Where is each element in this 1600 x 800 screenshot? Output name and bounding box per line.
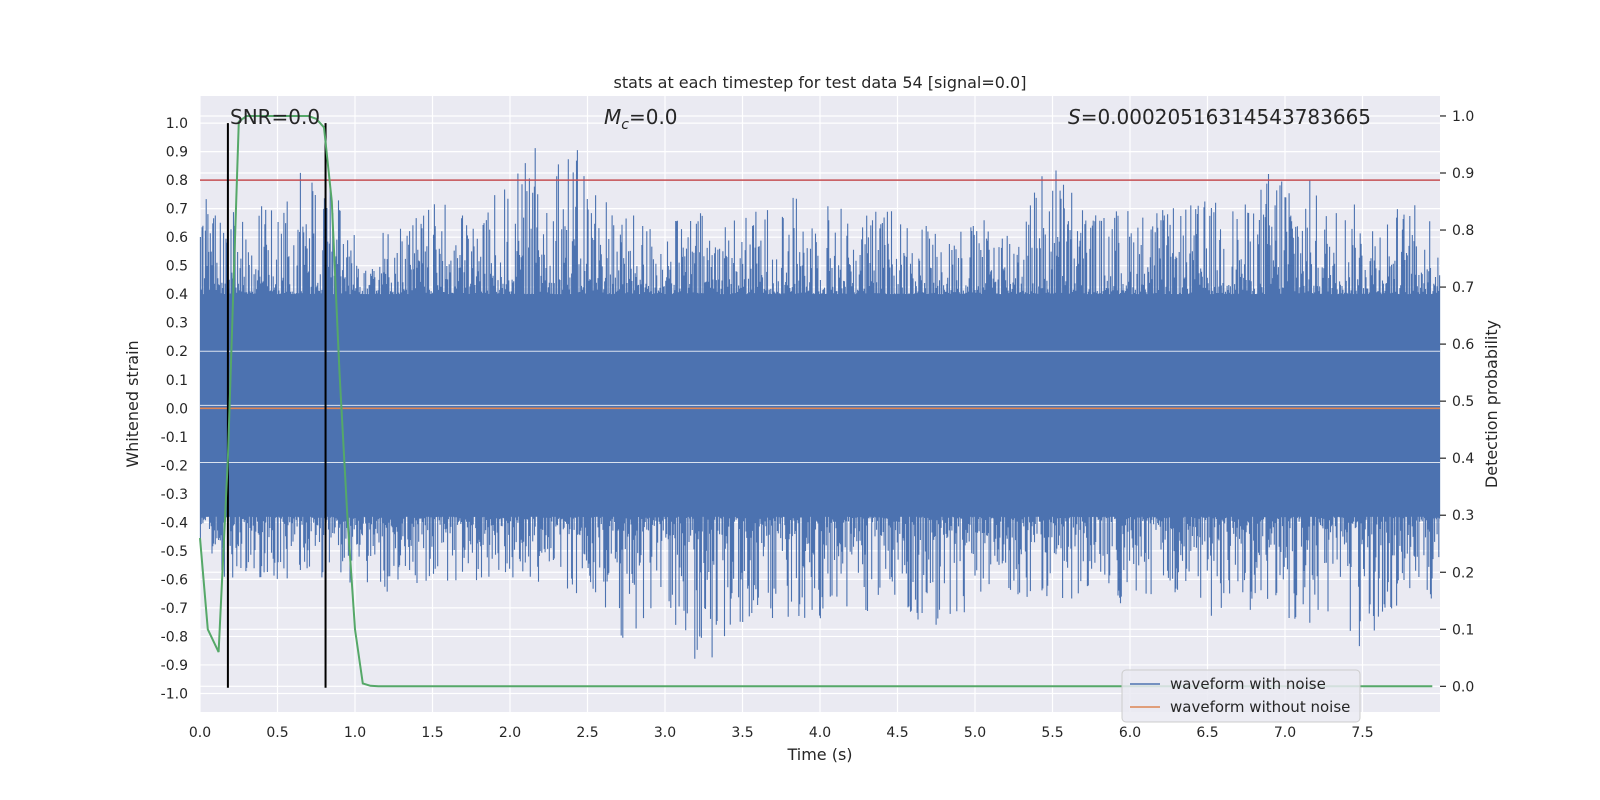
x-tick-label: 2.0 [499,725,521,741]
y-tick-label-right: 0.2 [1452,565,1474,581]
x-tick-label: 7.5 [1351,725,1373,741]
y-axis-label-left: Whitened strain [123,340,142,467]
y-tick-label-left: -0.3 [161,487,188,503]
y-tick-label-left: -0.6 [161,572,188,588]
x-tick-label: 0.5 [266,725,288,741]
y-tick-label-left: -0.8 [161,629,188,645]
y-tick-label-left: -0.5 [161,544,188,560]
x-tick-label: 7.0 [1274,725,1296,741]
y-tick-label-right: 0.9 [1452,166,1474,182]
x-tick-label: 1.0 [344,725,366,741]
x-tick-label: 6.5 [1196,725,1218,741]
y-tick-label-right: 0.7 [1452,280,1474,296]
x-tick-label: 3.0 [654,725,676,741]
y-axis-label-right: Detection probability [1482,320,1501,488]
snr-annotation: SNR=0.0 [230,105,320,129]
ticks: 0.0 0.5 1.0 1.5 2.0 2.5 3.0 3.5 4.0 4.5 5.0 5.5 6.0 6… [161,109,1475,741]
waveform-with-noise-trace [199,148,1441,659]
y-tick-label-right: 0.3 [1452,508,1474,524]
y-tick-label-right: 0.5 [1452,394,1474,410]
x-tick-label: 1.5 [421,725,443,741]
lines [199,115,1440,688]
x-tick-label: 2.5 [576,725,598,741]
y-tick-label-left: 0.1 [166,373,188,389]
x-tick-label: 4.5 [886,725,908,741]
chart-title: stats at each timestep for test data 54 … [614,73,1027,92]
s-symbol: S [1068,105,1081,129]
mc-value: =0.0 [629,105,678,129]
y-tick-label-right: 0.6 [1452,337,1474,353]
y-tick-label-left: 0.6 [166,230,188,246]
y-tick-label-left: 0.3 [166,316,188,332]
y-tick-label-left: 0.4 [166,287,188,303]
x-tick-label: 3.5 [731,725,753,741]
series-waveform-with-noise [199,148,1441,659]
y-tick-label-left: 1.0 [166,116,188,132]
y-tick-label-left: -0.4 [161,515,188,531]
x-tick-label: 0.0 [189,725,211,741]
y-tick-label-left: -0.7 [161,601,188,617]
x-tick-label: 5.0 [964,725,986,741]
y-tick-label-left: 0.8 [166,173,188,189]
y-tick-label-right: 0.4 [1452,451,1474,467]
legend-label-clean: waveform without noise [1170,698,1350,716]
mc-subscript: c [621,117,629,133]
x-tick-label: 5.5 [1041,725,1063,741]
y-tick-label-left: -0.1 [161,430,188,446]
y-tick-label-left: 0.7 [166,202,188,218]
y-tick-label-right: 0.0 [1452,679,1474,695]
legend-label-noise: waveform with noise [1170,675,1326,693]
x-tick-label: 6.0 [1119,725,1141,741]
y-tick-label-left: 0.0 [166,401,188,417]
y-tick-label-left: -0.2 [161,458,188,474]
legend-box [1121,669,1361,723]
detection-probability-line [199,115,1433,688]
y-tick-label-left: 0.2 [166,344,188,360]
s-annotation: S=0.00020516314543783665 [1068,105,1371,129]
legend: waveform with noise waveform without noi… [1121,669,1361,723]
y-tick-label-left: -0.9 [161,658,188,674]
x-axis-label: Time (s) [786,745,852,764]
s-value: =0.00020516314543783665 [1081,105,1371,129]
y-tick-label-right: 0.8 [1452,223,1474,239]
y-tick-label-right: 0.1 [1452,622,1474,638]
y-tick-label-left: -1.0 [161,686,188,702]
mc-symbol: M [604,105,621,129]
chirp-mass-annotation: Mc=0.0 [604,105,678,133]
y-tick-label-left: 0.9 [166,145,188,161]
y-tick-label-right: 1.0 [1452,109,1474,125]
x-tick-label: 4.0 [809,725,831,741]
y-tick-label-left: 0.5 [166,259,188,275]
